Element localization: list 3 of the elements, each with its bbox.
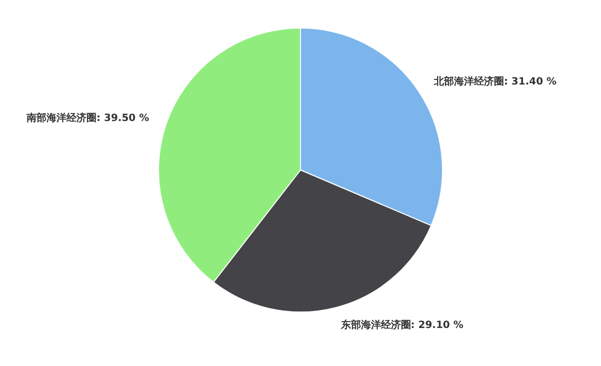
- slice-label: 南部海洋经济圈: 39.50 %: [26, 112, 150, 124]
- slice-label: 北部海洋经济圈: 31.40 %: [432, 76, 557, 88]
- slice-label: 东部海洋经济圈: 29.10 %: [340, 318, 464, 331]
